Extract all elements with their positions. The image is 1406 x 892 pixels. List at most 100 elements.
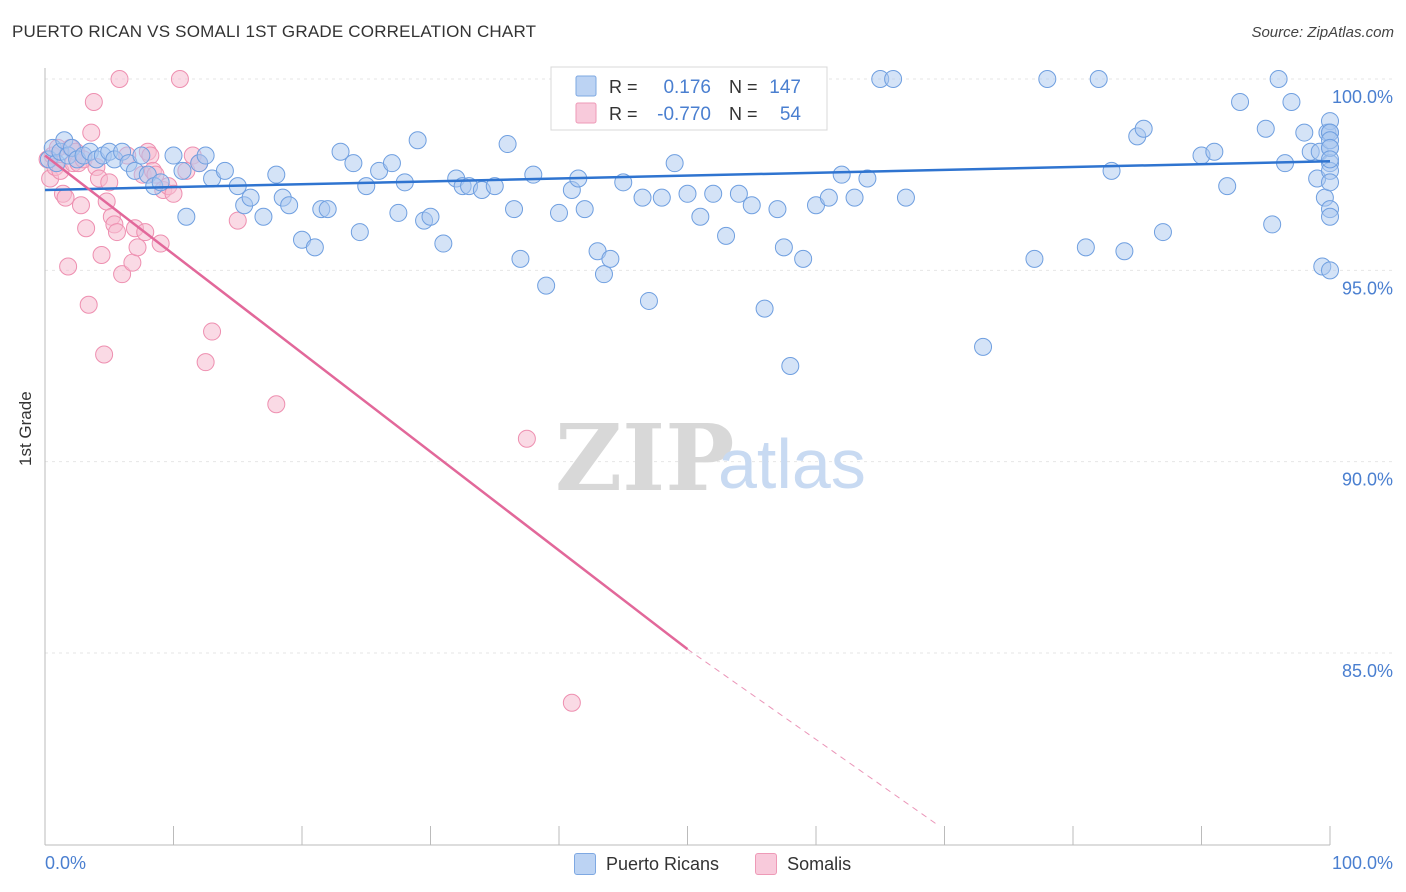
puerto-rican-point <box>819 188 838 207</box>
somali-point <box>128 238 147 257</box>
legend-label-somalis: Somalis <box>787 853 852 874</box>
somali-point <box>203 322 222 341</box>
somali-point <box>196 353 215 372</box>
somali-point <box>77 219 96 238</box>
puerto-rican-point <box>389 203 408 222</box>
puerto-rican-point <box>241 188 260 207</box>
somali-point <box>79 295 98 314</box>
legend-label-puerto-ricans: Puerto Ricans <box>606 853 720 874</box>
legend-item-puerto-ricans[interactable]: Puerto Ricans <box>574 853 719 875</box>
puerto-rican-point <box>633 188 652 207</box>
puerto-rican-point <box>408 131 427 150</box>
puerto-rican-point <box>755 299 774 318</box>
stats-r-label: R = <box>609 104 638 124</box>
stats-n-value: 54 <box>780 104 802 125</box>
puerto-rican-point <box>774 238 793 257</box>
puerto-rican-point <box>832 165 851 184</box>
puerto-rican-trend-line <box>44 160 1331 192</box>
somali-point <box>164 184 183 203</box>
puerto-rican-point <box>1282 92 1301 111</box>
puerto-rican-point <box>1205 142 1224 161</box>
somali-point <box>123 253 142 272</box>
puerto-rican-point <box>1321 150 1339 169</box>
puerto-rican-point <box>132 146 151 165</box>
puerto-rican-point <box>1038 70 1057 88</box>
puerto-rican-point <box>550 203 568 222</box>
x-tick-label: 100.0% <box>1332 853 1393 873</box>
somali-point <box>71 196 90 215</box>
puerto-rican-point <box>678 184 697 203</box>
puerto-rican-point <box>691 207 710 226</box>
puerto-rican-point <box>350 223 369 242</box>
stats-n-value: 147 <box>769 77 801 98</box>
somali-point <box>92 246 111 265</box>
puerto-rican-point <box>357 177 376 196</box>
puerto-rican-point <box>1256 119 1275 138</box>
source-label: Source: ZipAtlas.com <box>1251 24 1394 41</box>
somali-point <box>82 123 101 142</box>
puerto-rican-point <box>665 154 684 173</box>
puerto-rican-point <box>164 146 183 165</box>
puerto-rican-point <box>318 200 337 219</box>
stats-r-value: -0.770 <box>657 104 711 125</box>
puerto-rican-point <box>173 161 192 180</box>
somali-point <box>562 693 581 712</box>
puerto-rican-point <box>1218 177 1237 196</box>
somali-point <box>170 70 189 88</box>
puerto-rican-point <box>884 70 903 88</box>
puerto-rican-point <box>215 161 234 180</box>
puerto-rican-point <box>639 291 658 310</box>
somali-point <box>95 345 114 364</box>
puerto-rican-point <box>382 154 401 173</box>
puerto-rican-point <box>177 207 196 226</box>
legend: Puerto Ricans Somalis <box>574 853 851 875</box>
stats-box: R = 0.176 N = 147 R = -0.770 N = 54 <box>550 66 828 131</box>
puerto-rican-point <box>781 357 800 375</box>
puerto-rican-point <box>652 188 671 207</box>
puerto-rican-point <box>1321 207 1339 226</box>
y-tick-label: 100.0% <box>1332 87 1393 107</box>
chart-title: PUERTO RICAN VS SOMALI 1ST GRADE CORRELA… <box>12 22 537 41</box>
puerto-rican-point <box>498 135 517 154</box>
puerto-rican-point <box>794 249 813 268</box>
somali-point <box>267 395 286 414</box>
puerto-rican-point <box>254 207 273 226</box>
puerto-rican-point <box>1321 173 1339 192</box>
stats-swatch <box>575 75 597 97</box>
puerto-rican-point <box>280 196 299 215</box>
puerto-rican-point <box>1025 249 1044 268</box>
puerto-rican-point <box>1263 215 1282 234</box>
stats-swatch <box>575 102 597 124</box>
stats-n-label: N = <box>729 104 758 124</box>
puerto-rican-point <box>1089 70 1108 88</box>
trend-lines <box>44 154 1331 826</box>
puerto-rican-point <box>524 165 543 184</box>
somali-trend-extension <box>687 648 939 826</box>
puerto-rican-point <box>601 249 620 268</box>
somali-point <box>100 173 119 192</box>
puerto-rican-point <box>594 265 613 284</box>
somali-point <box>517 429 536 448</box>
puerto-rican-point <box>974 337 993 356</box>
puerto-rican-point <box>305 238 324 257</box>
puerto-rican-point <box>729 184 748 203</box>
puerto-rican-point <box>511 249 530 268</box>
legend-item-somalis[interactable]: Somalis <box>755 853 851 875</box>
puerto-rican-point <box>717 226 736 245</box>
puerto-rican-point <box>1076 238 1095 257</box>
puerto-rican-point <box>575 200 594 219</box>
puerto-rican-point <box>1269 70 1288 88</box>
puerto-rican-point <box>505 200 524 219</box>
puerto-rican-point <box>434 234 453 253</box>
somali-point <box>228 211 247 230</box>
puerto-rican-point <box>537 276 556 295</box>
puerto-rican-point <box>768 200 787 219</box>
puerto-rican-point <box>1321 261 1339 280</box>
puerto-rican-point <box>742 196 761 215</box>
watermark-atlas: atlas <box>718 425 866 503</box>
legend-swatch-somalis <box>755 853 778 875</box>
somali-point <box>110 70 129 88</box>
puerto-rican-point <box>858 169 877 188</box>
somali-point <box>84 92 103 111</box>
